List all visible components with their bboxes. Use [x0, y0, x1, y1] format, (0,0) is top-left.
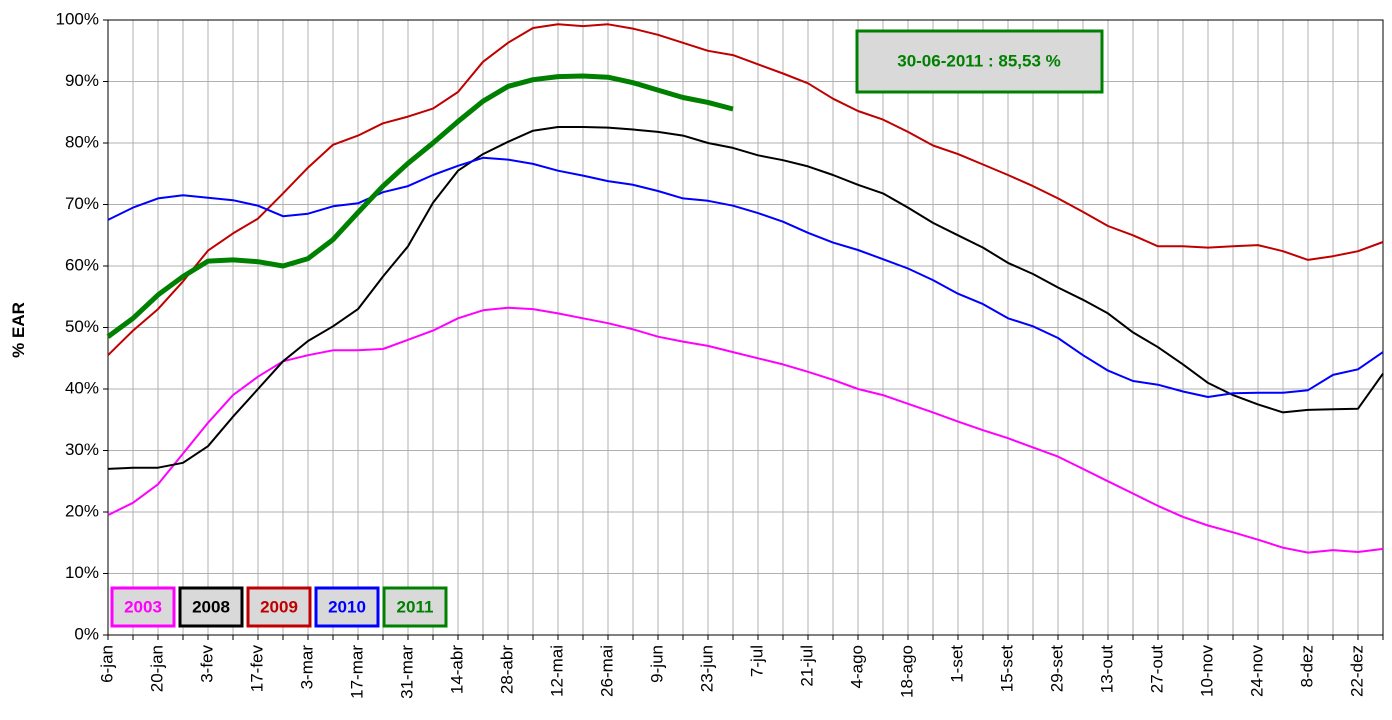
x-tick-label: 21-jul [797, 645, 816, 687]
x-tick-label: 10-nov [1197, 645, 1216, 697]
series-line [107, 23, 1384, 356]
x-tick-label: 24-nov [1247, 645, 1266, 697]
legend-box [246, 586, 312, 628]
x-tick-label: 28-abr [497, 645, 516, 694]
x-tick-label: 26-mai [597, 645, 616, 697]
y-tick-label: 90% [65, 71, 99, 90]
x-tick-label: 8-dez [1297, 645, 1316, 688]
x-tick-label: 4-ago [847, 645, 866, 688]
y-tick-label: 80% [65, 132, 99, 151]
y-tick-label: 10% [65, 563, 99, 582]
legend-item: 2010 [314, 586, 380, 628]
x-tick-label: 6-jan [97, 645, 116, 683]
y-tick-label: 40% [65, 378, 99, 397]
legend-label: 2009 [260, 597, 298, 616]
series-line [107, 126, 1384, 470]
x-tick-label: 22-dez [1347, 645, 1366, 697]
y-tick-label: 60% [65, 255, 99, 274]
legend-label: 2008 [192, 597, 230, 616]
y-tick-label: 30% [65, 440, 99, 459]
legend-box [178, 586, 244, 628]
x-tick-label: 9-jun [647, 645, 666, 683]
legend-box [314, 586, 380, 628]
x-tick-label: 18-ago [897, 645, 916, 698]
x-tick-label: 15-set [997, 645, 1016, 693]
legend-box [382, 586, 448, 628]
x-tick-label: 20-jan [147, 645, 166, 692]
x-tick-label: 17-mar [347, 645, 366, 699]
y-tick-label: 50% [65, 317, 99, 336]
legend-item: 2008 [178, 586, 244, 628]
x-tick-label: 17-fev [247, 645, 266, 693]
legend-label: 2011 [397, 597, 434, 616]
x-tick-label: 12-mai [547, 645, 566, 697]
x-tick-label: 31-mar [397, 645, 416, 699]
y-tick-label: 100% [56, 9, 99, 28]
x-tick-label: 23-jun [697, 645, 716, 692]
x-tick-label: 27-out [1147, 645, 1166, 693]
legend-item: 2003 [110, 586, 176, 628]
x-tick-label: 1-set [947, 645, 966, 683]
y-axis-label: % EAR [9, 302, 28, 358]
legend-item: 2009 [246, 586, 312, 628]
x-tick-label: 7-jul [747, 645, 766, 677]
x-tick-label: 3-mar [297, 645, 316, 690]
x-tick-label: 14-abr [447, 645, 466, 694]
x-tick-label: 29-set [1047, 645, 1066, 693]
y-tick-label: 0% [74, 624, 99, 643]
y-tick-label: 70% [65, 194, 99, 213]
plot-border [107, 19, 1384, 636]
x-tick-label: 13-out [1097, 645, 1116, 693]
legend-label: 2003 [124, 597, 162, 616]
series-line [107, 306, 1384, 554]
series-line [106, 73, 734, 339]
legend-box [110, 586, 176, 628]
series-line [107, 156, 1384, 398]
annotation-box [855, 29, 1104, 94]
x-tick-label: 3-fev [197, 645, 216, 683]
y-tick-label: 20% [65, 501, 99, 520]
annotation: 30-06-2011 : 85,53 % [897, 51, 1061, 70]
legend-item: 2011 [382, 586, 448, 628]
legend-label: 2010 [328, 597, 366, 616]
